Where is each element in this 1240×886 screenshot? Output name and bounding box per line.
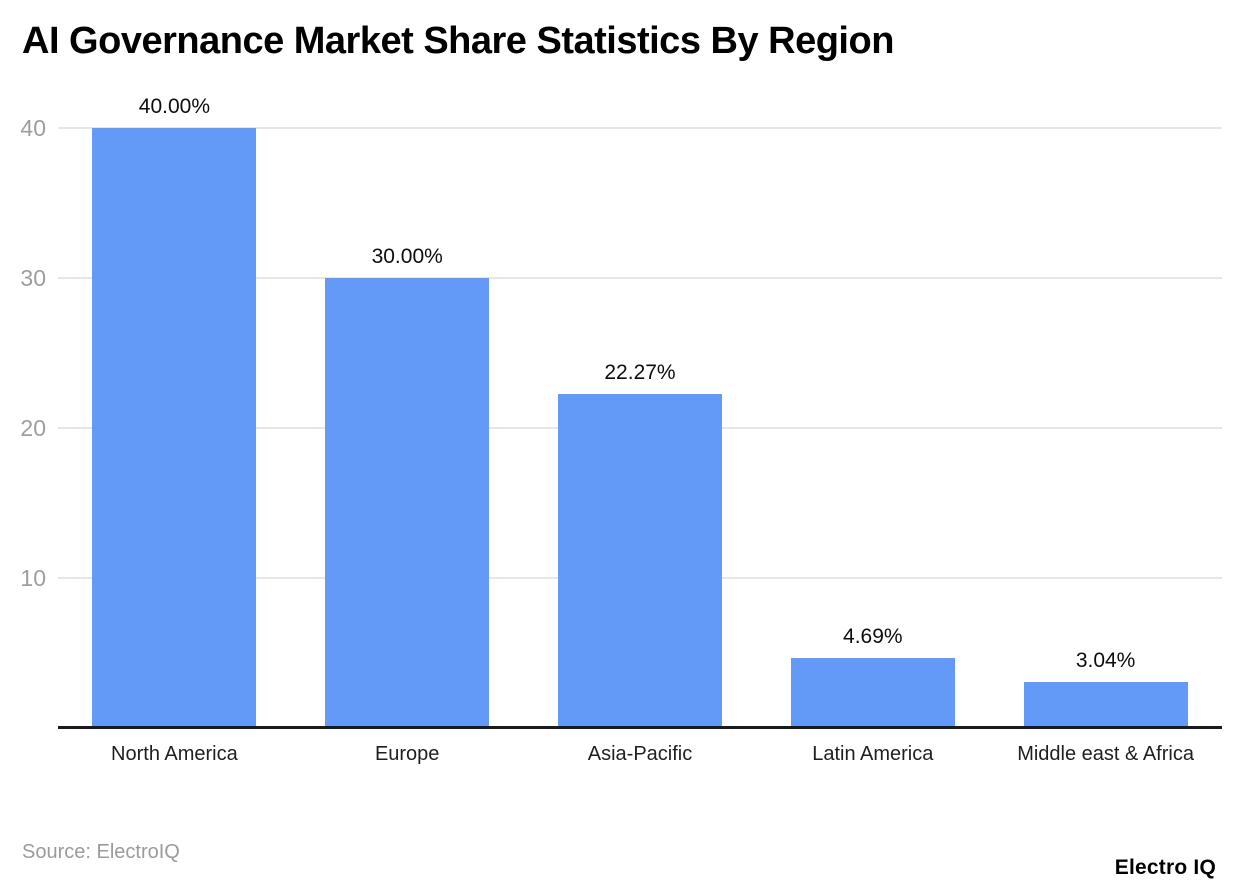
y-tick-label-10: 10: [20, 565, 46, 591]
x-tick-label: Asia-Pacific: [587, 743, 693, 765]
x-tick-label: Middle east & Africa: [1017, 743, 1194, 765]
plot-area: 40.00% 30.00% 22.27% 4.69% 3.04%: [58, 95, 1222, 729]
x-tick-label: North America: [111, 743, 238, 765]
bar-europe: [325, 278, 490, 728]
bar-middle-east-africa: [1023, 682, 1188, 728]
chart-title: AI Governance Market Share Statistics By…: [22, 20, 894, 62]
electroiq-logo: Electro IQ: [1114, 856, 1216, 879]
gridline-40: [58, 127, 1222, 129]
bar-slot: 40.00%: [58, 95, 291, 728]
bar-slot: 22.27%: [524, 128, 757, 728]
bar-value-label: 40.00%: [138, 95, 211, 118]
bar-slot: 30.00%: [291, 128, 524, 728]
bar-asia-pacific: [557, 393, 722, 728]
bar-slot: 4.69%: [756, 128, 989, 728]
x-tick-label: Europe: [374, 743, 440, 765]
bar-latin-america: [790, 657, 955, 728]
x-tick-label: Latin America: [812, 743, 934, 765]
bars-layer: 40.00% 30.00% 22.27% 4.69% 3.04%: [58, 95, 1222, 728]
gridline-30: [58, 277, 1222, 279]
y-tick-label-30: 30: [20, 265, 46, 291]
x-axis-line: [58, 726, 1222, 729]
bar-value-label: 3.04%: [1075, 649, 1136, 673]
y-tick-label-40: 40: [20, 115, 46, 141]
source-note: Source: ElectroIQ: [22, 841, 180, 863]
y-tick-label-20: 20: [20, 415, 46, 441]
bar-value-label: 22.27%: [604, 360, 676, 384]
x-axis-labels: North America Europe Asia-Pacific Latin Ame…: [58, 740, 1222, 768]
bar-slot: 3.04%: [989, 128, 1222, 728]
bar-north-america: [92, 128, 257, 728]
bar-value-label: 30.00%: [371, 245, 443, 268]
bar-value-label: 4.69%: [843, 624, 903, 648]
